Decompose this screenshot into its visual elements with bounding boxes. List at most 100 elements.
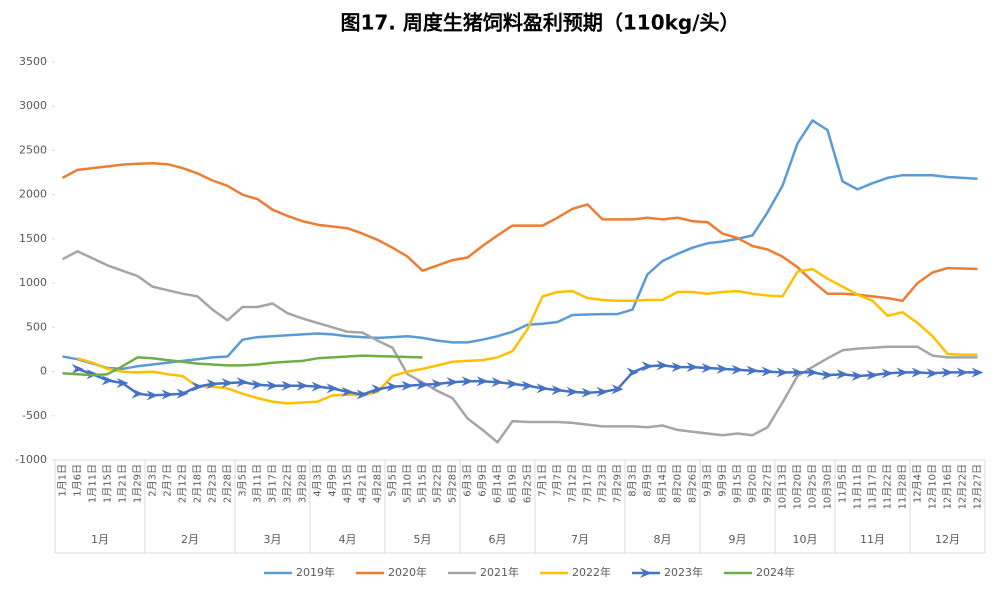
x-tick-label: 2月7日 (162, 464, 174, 497)
point-marker (401, 380, 414, 391)
point-marker (311, 381, 324, 392)
point-marker (761, 366, 774, 377)
point-marker (716, 363, 729, 374)
y-tick-label: 1500 (19, 232, 47, 245)
point-marker (596, 386, 609, 397)
point-marker (266, 380, 279, 391)
x-tick-label: 9月27日 (762, 464, 774, 503)
x-tick-label: 9月3日 (702, 464, 714, 497)
x-tick-label: 1月15日 (102, 464, 114, 503)
point-marker (386, 381, 399, 392)
x-tick-label: 6月25日 (522, 464, 534, 503)
point-marker (521, 380, 534, 391)
point-marker (746, 365, 759, 376)
x-tick-label: 2月23日 (207, 464, 219, 503)
x-tick-label: 11月11日 (852, 464, 864, 509)
x-tick-label: 10月13日 (777, 464, 789, 509)
point-marker (731, 364, 744, 375)
x-tick-label: 6月3日 (462, 464, 474, 497)
legend-label: 2022年 (572, 565, 611, 579)
y-tick-label: 0 (40, 365, 47, 378)
x-tick-label: 3月28日 (297, 464, 309, 503)
point-marker (926, 368, 939, 379)
x-tick-label: 12月16日 (942, 464, 954, 509)
month-label: 3月 (264, 533, 282, 546)
legend-label: 2020年 (388, 565, 427, 579)
point-marker (551, 385, 564, 396)
series-line (62, 354, 423, 377)
x-tick-label: 7月29日 (612, 464, 624, 503)
x-tick-label: 1月1日 (57, 464, 69, 497)
x-tick-label: 4月21日 (357, 464, 369, 503)
point-marker (836, 369, 849, 380)
series-line (77, 364, 978, 397)
x-tick-label: 8月20日 (672, 464, 684, 503)
point-marker (476, 376, 489, 387)
x-tick-label: 2月3日 (147, 464, 159, 497)
x-tick-label: 6月14日 (492, 464, 504, 503)
point-marker (251, 379, 264, 390)
y-tick-label: 3500 (19, 55, 47, 68)
x-tick-label: 2月18日 (192, 464, 204, 503)
point-marker (416, 379, 429, 390)
y-tick-label: 500 (26, 320, 47, 333)
x-tick-label: 6月9日 (477, 464, 489, 497)
x-tick-label: 5月10日 (402, 464, 414, 503)
point-marker (341, 386, 354, 397)
y-tick-label: 1000 (19, 276, 47, 289)
month-label: 9月 (729, 533, 747, 546)
point-marker (356, 389, 369, 400)
point-marker (506, 378, 519, 389)
point-marker (176, 388, 189, 399)
x-tick-label: 5月15日 (417, 464, 429, 503)
point-marker (896, 367, 909, 378)
x-tick-label: 12月10日 (927, 464, 939, 509)
x-tick-label: 9月20日 (747, 464, 759, 503)
point-marker (866, 370, 879, 381)
point-marker (671, 362, 684, 373)
x-tick-label: 5月22日 (432, 464, 444, 503)
month-label: 1月 (91, 533, 109, 546)
x-tick-label: 4月9日 (327, 464, 339, 497)
x-tick-label: 5月28日 (447, 464, 459, 503)
month-label: 8月 (654, 533, 672, 546)
point-marker (236, 377, 249, 388)
point-marker (956, 367, 969, 378)
x-tick-label: 5月5日 (387, 464, 399, 497)
x-tick-label: 3月17日 (267, 464, 279, 503)
y-tick-label: 3000 (19, 99, 47, 112)
x-tick-label: 8月14日 (657, 464, 669, 503)
x-tick-label: 11月17日 (867, 464, 879, 509)
x-tick-label: 9月9日 (717, 464, 729, 497)
point-marker (371, 384, 384, 395)
x-tick-label: 2月28日 (222, 464, 234, 503)
x-tick-label: 3月22日 (282, 464, 294, 503)
x-tick-label: 1月6日 (72, 464, 84, 497)
x-tick-label: 9月15日 (732, 464, 744, 503)
legend-label: 2023年 (664, 565, 703, 579)
point-marker (941, 367, 954, 378)
series-line (62, 119, 978, 371)
x-tick-label: 12月27日 (972, 464, 984, 509)
point-marker (296, 380, 309, 391)
series-line (61, 250, 978, 444)
month-label: 5月 (414, 533, 432, 546)
x-tick-label: 3月11日 (252, 464, 264, 503)
point-marker (776, 367, 789, 378)
point-marker (656, 360, 669, 371)
series-line (61, 162, 978, 303)
x-tick-label: 10月20日 (792, 464, 804, 509)
x-tick-label: 7月12日 (567, 464, 579, 503)
month-label: 2月 (181, 533, 199, 546)
x-tick-label: 10月25日 (807, 464, 819, 509)
point-marker (146, 390, 159, 401)
legend-label: 2019年 (296, 565, 335, 579)
point-marker (701, 363, 714, 374)
month-label: 4月 (339, 533, 357, 546)
x-tick-label: 6月19日 (507, 464, 519, 503)
point-marker (431, 378, 444, 389)
point-marker (626, 367, 639, 378)
x-tick-label: 8月9日 (642, 464, 654, 497)
month-label: 10月 (793, 533, 818, 546)
